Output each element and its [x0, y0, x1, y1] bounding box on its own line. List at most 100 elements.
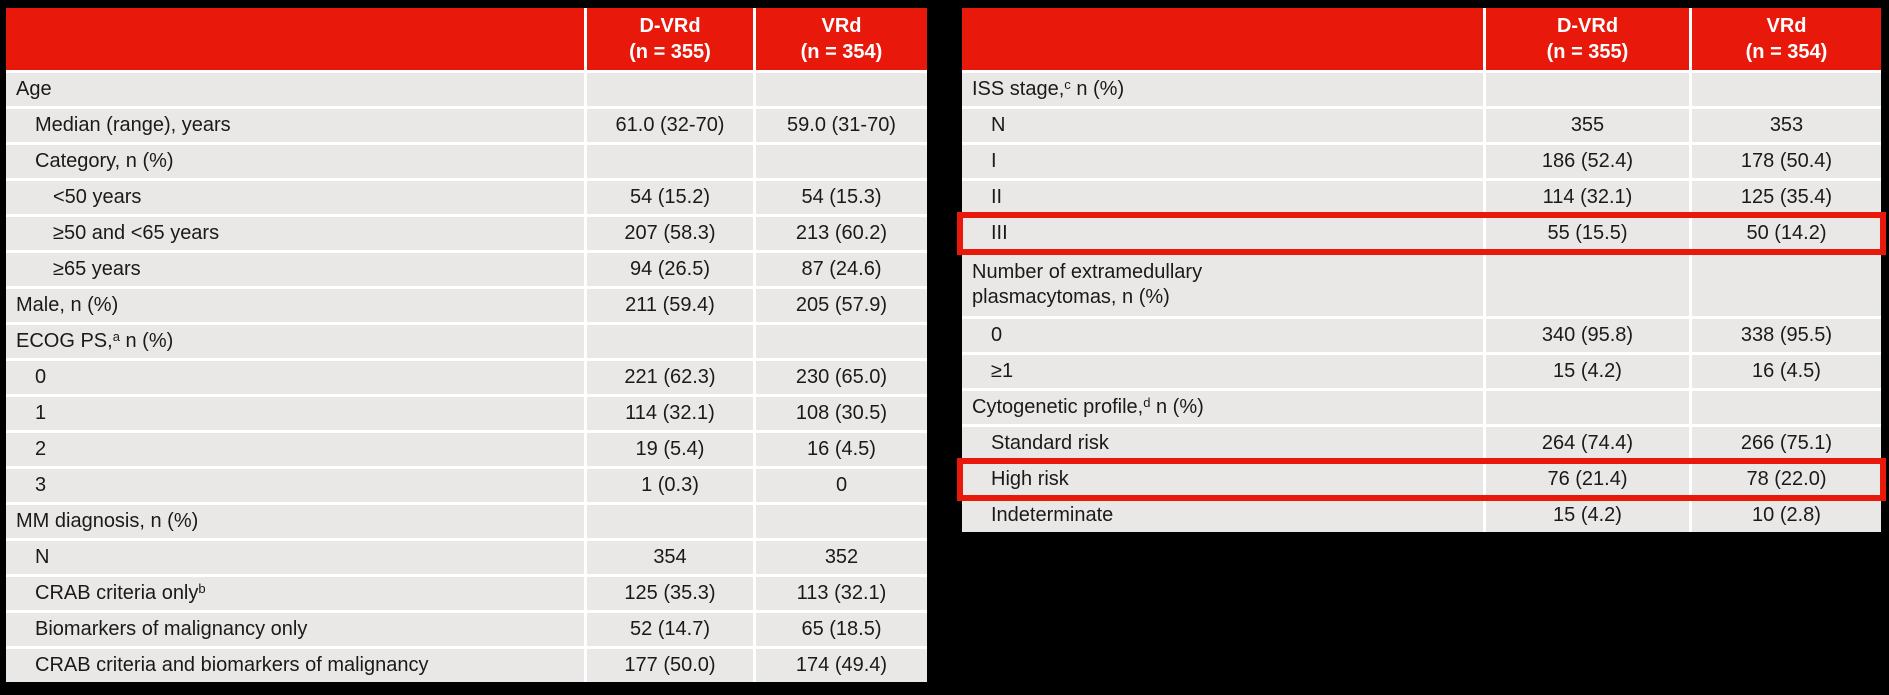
cell-value: 15 (4.2) — [1553, 504, 1622, 526]
cell-value: 94 (26.5) — [629, 258, 711, 280]
row-label-text-after: n (%) — [1070, 78, 1125, 100]
vrd-column-header: VRd (n = 354) — [1692, 8, 1881, 70]
row-label: 3 — [35, 474, 46, 497]
dvrd-value-cell — [1486, 73, 1689, 106]
dvrd-value-cell: 52 (14.7) — [587, 613, 753, 646]
vrd-value-cell — [756, 145, 927, 178]
cell-value: 338 (95.5) — [1740, 324, 1833, 346]
row-label: Biomarkers of malignancy only — [35, 618, 307, 641]
row-label: High risk — [991, 468, 1069, 491]
cell-value: 264 (74.4) — [1541, 432, 1634, 454]
cell-value: 76 (21.4) — [1547, 468, 1628, 490]
cell-value: 352 — [824, 546, 859, 568]
vrd-value-cell — [756, 505, 927, 538]
table-header-row: D-VRd (n = 355) VRd (n = 354) — [6, 8, 927, 70]
row-label: CRAB criteria onlyb — [35, 581, 206, 605]
cell-value: 78 (22.0) — [1746, 468, 1827, 490]
row-label-text: ≥65 years — [53, 258, 141, 280]
row-label-cell: CRAB criteria and biomarkers of malignan… — [6, 649, 584, 682]
header-line: VRd — [821, 15, 862, 37]
table-header-row: D-VRd (n = 355) VRd (n = 354) — [962, 8, 1881, 70]
table-row-highlighted: High risk 76 (21.4) 78 (22.0) — [957, 458, 1886, 501]
vrd-value-cell: 59.0 (31-70) — [756, 109, 927, 142]
row-label: ≥65 years — [53, 258, 141, 281]
table-row: Age — [6, 73, 927, 106]
dvrd-value-cell: 19 (5.4) — [587, 433, 753, 466]
row-label-cell: ≥65 years — [6, 253, 584, 286]
row-label-cell: Male, n (%) — [6, 289, 584, 322]
cell-value: 207 (58.3) — [624, 222, 716, 244]
cell-value: 16 (4.5) — [807, 438, 876, 460]
cell-value: 0 — [835, 474, 848, 496]
cell-value: 108 (30.5) — [795, 402, 888, 424]
dvrd-value-cell: 211 (59.4) — [587, 289, 753, 322]
vrd-value-cell — [1692, 253, 1881, 316]
baseline-characteristics-table-left: D-VRd (n = 355) VRd (n = 354) Age Median (ran… — [6, 8, 927, 682]
row-label-cell: Number of extramedullary plasmacytomas, … — [962, 253, 1483, 316]
row-label-cell: Age — [6, 73, 584, 106]
row-label-text: Indeterminate — [991, 504, 1114, 526]
table-row: Number of extramedullary plasmacytomas, … — [962, 253, 1881, 316]
row-label-text: CRAB criteria and biomarkers of malignan… — [35, 654, 429, 676]
cell-value: 211 (59.4) — [625, 294, 715, 316]
table-row: MM diagnosis, n (%) — [6, 505, 927, 538]
cell-value: 125 (35.4) — [1740, 186, 1833, 208]
row-label: ≥50 and <65 years — [53, 222, 219, 245]
dvrd-value-cell: 114 (32.1) — [1486, 181, 1689, 214]
row-label-cell: Biomarkers of malignancy only — [6, 613, 584, 646]
row-label-cell: 1 — [6, 397, 584, 430]
table-row: 2 19 (5.4) 16 (4.5) — [6, 433, 927, 466]
row-label-cell: ≥1 — [962, 355, 1483, 388]
dvrd-value-cell: 76 (21.4) — [1486, 463, 1689, 496]
row-label-cell: Median (range), years — [6, 109, 584, 142]
cell-value: 87 (24.6) — [801, 258, 882, 280]
table-row: Biomarkers of malignancy only 52 (14.7) 65… — [6, 613, 927, 646]
table-row: 1 114 (32.1) 108 (30.5) — [6, 397, 927, 430]
cell-value: 125 (35.3) — [624, 582, 716, 604]
cell-value: 354 — [653, 546, 687, 568]
vrd-value-cell: 113 (32.1) — [756, 577, 927, 610]
table-row: N 354 352 — [6, 541, 927, 574]
vrd-value-cell — [1692, 391, 1881, 424]
table-row: 0 221 (62.3) 230 (65.0) — [6, 361, 927, 394]
row-label: <50 years — [53, 186, 141, 209]
cell-value: 59.0 (31-70) — [787, 114, 896, 136]
row-label-text: ISS stage, — [972, 78, 1065, 100]
vrd-value-cell: 10 (2.8) — [1692, 499, 1881, 532]
row-label-header — [6, 8, 584, 70]
row-label-text: II — [991, 186, 1003, 208]
dvrd-value-cell: 354 — [587, 541, 753, 574]
row-label-text: Category, n (%) — [35, 150, 174, 172]
row-label: Age — [16, 78, 52, 101]
cell-value: 19 (5.4) — [635, 438, 705, 460]
cell-value: 178 (50.4) — [1740, 150, 1833, 172]
cell-value: 55 (15.5) — [1547, 222, 1628, 244]
row-label: ECOG PS,a n (%) — [16, 329, 173, 353]
dvrd-value-cell — [587, 505, 753, 538]
cell-value: 1 (0.3) — [641, 474, 699, 496]
cell-value: 52 (14.7) — [629, 618, 711, 640]
dvrd-value-cell — [1486, 253, 1689, 316]
row-label-text: III — [991, 222, 1008, 244]
dvrd-value-cell — [587, 145, 753, 178]
row-label: 1 — [35, 402, 46, 425]
row-label-cell: ≥50 and <65 years — [6, 217, 584, 250]
vrd-value-cell: 16 (4.5) — [756, 433, 927, 466]
vrd-value-cell: 54 (15.3) — [756, 181, 927, 214]
cell-value: 355 — [1570, 114, 1605, 136]
row-label-cell: ISS stage,c n (%) — [962, 73, 1483, 106]
vrd-value-cell: 0 — [756, 469, 927, 502]
dvrd-value-cell: 177 (50.0) — [587, 649, 753, 682]
dvrd-value-cell: 221 (62.3) — [587, 361, 753, 394]
table-row: N 355 353 — [962, 109, 1881, 142]
row-label: Cytogenetic profile,d n (%) — [972, 395, 1204, 419]
row-label-text: 3 — [35, 474, 47, 496]
cell-value: 114 (32.1) — [1542, 186, 1633, 208]
cell-value: 50 (14.2) — [1746, 222, 1827, 244]
cell-value: 65 (18.5) — [801, 618, 882, 640]
row-label-cell: I — [962, 145, 1483, 178]
row-label-text: 1 — [35, 402, 47, 424]
cell-value: 186 (52.4) — [1541, 150, 1634, 172]
cell-value: 10 (2.8) — [1752, 504, 1821, 526]
